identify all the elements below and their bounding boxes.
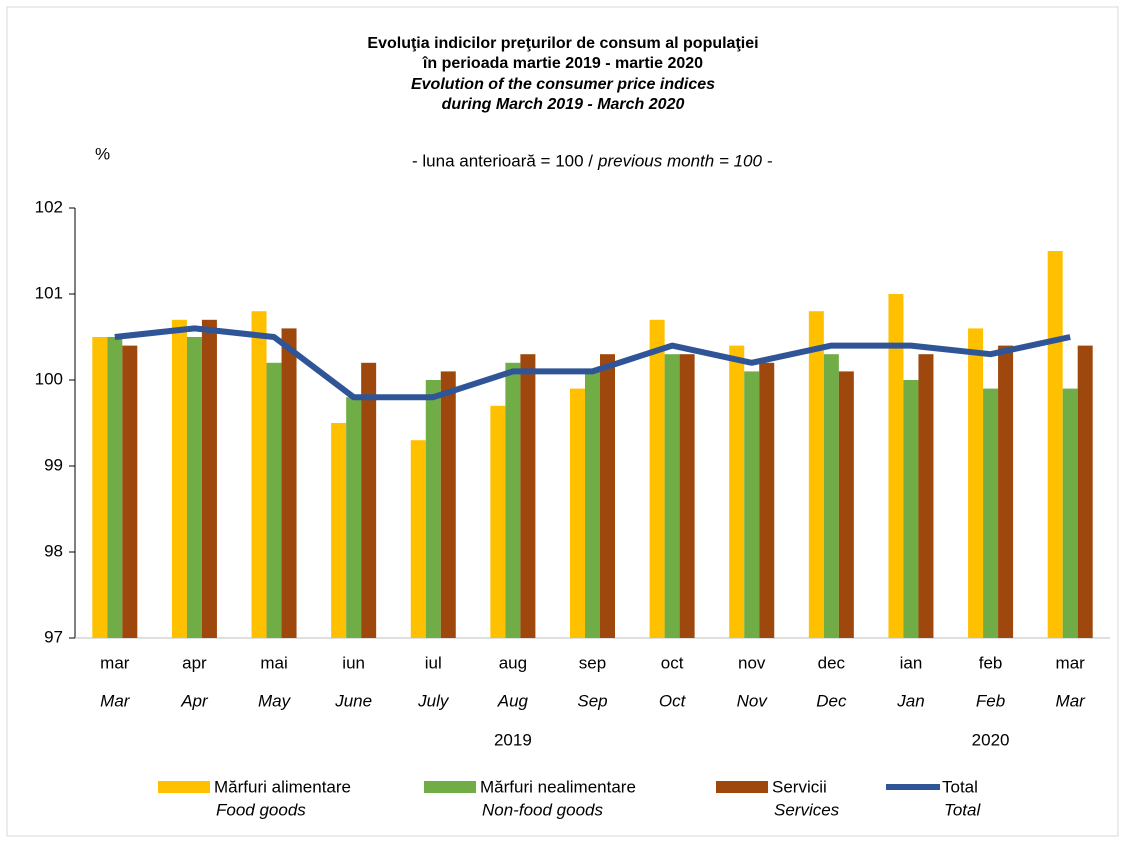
year-label: 2019	[494, 730, 532, 749]
bar	[600, 354, 615, 638]
legend-swatch	[158, 781, 210, 793]
legend-swatch	[424, 781, 476, 793]
y-tick-label: 100	[35, 369, 63, 388]
x-tick-label: mai	[260, 653, 287, 672]
x-tick-label: mar	[100, 653, 130, 672]
bar	[679, 354, 695, 638]
bar	[744, 371, 760, 638]
bar	[281, 328, 297, 638]
subtitle-en: previous month = 100 -	[597, 151, 773, 170]
bar	[107, 337, 123, 638]
bar	[983, 388, 999, 638]
bar	[331, 423, 347, 638]
x-tick-label: apr	[182, 653, 207, 672]
bar	[505, 362, 521, 638]
bar	[1062, 388, 1078, 638]
total-line	[114, 325, 1071, 401]
chart-border	[6, 6, 1119, 837]
y-unit: %	[95, 144, 110, 163]
legend-label: Total	[942, 777, 978, 796]
bar	[585, 371, 600, 638]
legend-label: Mărfuri nealimentare	[480, 777, 636, 796]
x-tick-label-en: Apr	[180, 691, 209, 710]
x-tick-label-en: July	[417, 691, 450, 710]
x-tick-label-en: Aug	[497, 691, 529, 710]
bar	[968, 328, 984, 638]
legend-swatch	[716, 781, 768, 793]
legend-label-en: Services	[774, 800, 840, 819]
bar	[918, 354, 934, 638]
bar	[92, 337, 108, 638]
chart-title: Evoluţia indicilor preţurilor de consum …	[367, 35, 758, 52]
x-tick-label: iun	[342, 653, 365, 672]
bar	[823, 354, 839, 638]
bar	[888, 294, 904, 638]
x-tick-label: mar	[1056, 653, 1086, 672]
bar	[808, 311, 824, 638]
bar	[664, 354, 680, 638]
bar	[490, 405, 506, 638]
bar	[903, 380, 919, 638]
bar	[1077, 345, 1093, 638]
bar	[122, 345, 138, 638]
x-tick-label-en: Nov	[737, 691, 769, 710]
x-tick-label: oct	[661, 653, 684, 672]
y-tick-label: 102	[35, 197, 63, 216]
y-tick-label: 101	[35, 283, 63, 302]
bar	[171, 319, 187, 638]
bar	[998, 345, 1014, 638]
x-tick-label-en: May	[258, 691, 292, 710]
y-tick-label: 98	[44, 541, 63, 560]
x-tick-label: ian	[900, 653, 923, 672]
bar	[1047, 251, 1063, 638]
bar	[361, 362, 377, 638]
x-tick-label-en: Mar	[100, 691, 131, 710]
y-tick-label: 99	[44, 455, 63, 474]
bar	[759, 362, 775, 638]
x-tick-label: feb	[979, 653, 1003, 672]
x-tick-label-en: Feb	[976, 691, 1005, 710]
bar	[201, 319, 217, 638]
bar	[186, 337, 202, 638]
x-tick-label-en: Dec	[816, 691, 847, 710]
bar	[838, 371, 854, 638]
legend-label: Mărfuri alimentare	[214, 777, 351, 796]
x-tick-label: iul	[425, 653, 442, 672]
chart-title-en: during March 2019 - March 2020	[442, 96, 685, 113]
x-tick-label: nov	[738, 653, 766, 672]
bar	[410, 440, 426, 638]
y-tick-label: 97	[44, 627, 63, 646]
x-tick-label-en: June	[334, 691, 372, 710]
legend-label: Servicii	[772, 777, 827, 796]
x-tick-label-en: Sep	[577, 691, 607, 710]
x-tick-label: sep	[579, 653, 606, 672]
x-tick-label: aug	[499, 653, 527, 672]
year-label: 2020	[972, 730, 1010, 749]
bar	[346, 397, 362, 638]
legend-label-en: Total	[944, 800, 981, 819]
legend-label-en: Food goods	[216, 800, 306, 819]
legend-label-en: Non-food goods	[482, 800, 603, 819]
x-tick-label: dec	[818, 653, 846, 672]
subtitle: - luna anterioară = 100 /	[412, 151, 593, 170]
chart-title-en: Evolution of the consumer price indices	[411, 76, 715, 93]
bar	[251, 311, 267, 638]
bar	[266, 362, 282, 638]
bar	[729, 345, 745, 638]
x-tick-label-en: Jan	[896, 691, 924, 710]
bar	[520, 354, 536, 638]
bar	[570, 388, 585, 638]
chart-title: în perioada martie 2019 - martie 2020	[422, 55, 703, 72]
bar	[440, 371, 456, 638]
bar	[425, 380, 441, 638]
bar	[649, 319, 665, 638]
x-tick-label-en: Oct	[659, 691, 687, 710]
x-tick-label-en: Mar	[1056, 691, 1087, 710]
